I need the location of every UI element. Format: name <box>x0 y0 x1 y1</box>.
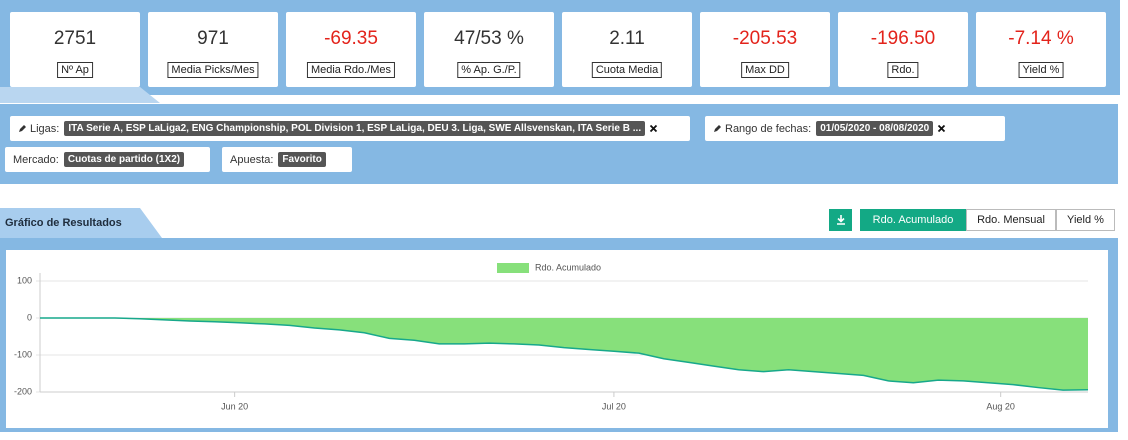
stat-value: -69.35 <box>324 28 378 49</box>
filter-value: ITA Serie A, ESP LaLiga2, ENG Championsh… <box>64 121 646 136</box>
stat-label: % Ap. G./P. <box>457 62 521 78</box>
stat-value: 971 <box>197 28 229 49</box>
stat-label: Cuota Media <box>591 62 663 78</box>
filter[interactable]: Mercado: Cuotas de partido (1X2) <box>5 147 210 172</box>
stat-card: -7.14 % Yield % <box>976 12 1106 87</box>
stat-label: Rdo. <box>887 62 919 78</box>
stat-value: 2.11 <box>609 28 645 49</box>
stat-value: 47/53 % <box>454 28 524 49</box>
stat-value: -7.14 % <box>1008 28 1074 49</box>
filter-value: Favorito <box>278 152 326 167</box>
tab-title: Gráfico de Resultados <box>5 217 122 229</box>
chart: -200 -100 0 100 Jun 20 Jul 20 Aug 20 Rdo. Acumu… <box>6 250 1108 428</box>
stat-card: 2.11 Cuota Media <box>562 12 692 87</box>
view-button[interactable]: Yield % <box>1056 209 1115 231</box>
edit-icon <box>19 125 26 132</box>
filter[interactable]: Rango de fechas: 01/05/2020 - 08/08/2020 <box>705 116 1005 141</box>
filter[interactable]: Ligas: ITA Serie A, ESP LaLiga2, ENG Cham… <box>10 116 690 141</box>
remove-icon[interactable] <box>937 124 946 133</box>
area-line <box>40 317 1089 391</box>
legend-swatch <box>497 263 529 273</box>
stat-value: -205.53 <box>732 28 798 49</box>
stat-card: -196.50 Rdo. <box>838 12 968 87</box>
stat-card: 971 Media Picks/Mes <box>148 12 278 87</box>
stat-card: 47/53 % % Ap. G./P. <box>424 12 554 87</box>
stat-label: Media Rdo./Mes <box>306 62 396 78</box>
stat-value: -196.50 <box>870 28 936 49</box>
stat-label: Nº Ap <box>57 62 93 78</box>
filter[interactable]: Apuesta: Favorito <box>222 147 352 172</box>
filter-value: Cuotas de partido (1X2) <box>63 152 185 167</box>
view-button[interactable]: Rdo. Acumulado <box>860 209 966 231</box>
stat-label: Media Picks/Mes <box>167 62 259 78</box>
legend-label: Rdo. Acumulado <box>535 262 601 272</box>
stat-label: Yield % <box>1018 62 1064 78</box>
remove-icon[interactable] <box>649 124 658 133</box>
x-tick-label: Jun 20 <box>221 401 248 411</box>
y-tick-label: 100 <box>17 275 32 285</box>
filter-label: Ligas: <box>30 122 60 135</box>
stat-label: Max DD <box>741 62 789 78</box>
filter-label: Apuesta: <box>230 153 274 166</box>
notch <box>0 87 160 103</box>
chart-tab: Gráfico de Resultados <box>0 208 162 238</box>
filter-value: 01/05/2020 - 08/08/2020 <box>816 121 934 136</box>
filter-label: Mercado: <box>13 153 59 166</box>
y-tick-label: 0 <box>27 312 32 322</box>
x-tick-label: Aug 20 <box>986 401 1015 411</box>
x-tick-label: Jul 20 <box>602 401 626 411</box>
edit-icon <box>714 125 721 132</box>
stat-value: 2751 <box>53 28 97 49</box>
view-button[interactable]: Rdo. Mensual <box>966 209 1056 231</box>
stat-card: 2751 Nº Ap <box>10 12 140 87</box>
y-tick-label: -100 <box>14 349 32 359</box>
stat-card: -205.53 Max DD <box>700 12 830 87</box>
download-button[interactable] <box>829 209 852 231</box>
download-icon <box>836 215 845 225</box>
stat-card: -69.35 Media Rdo./Mes <box>286 12 416 87</box>
y-tick-label: -200 <box>14 386 32 396</box>
filter-label: Rango de fechas: <box>725 122 812 135</box>
area-fill <box>40 318 1088 391</box>
